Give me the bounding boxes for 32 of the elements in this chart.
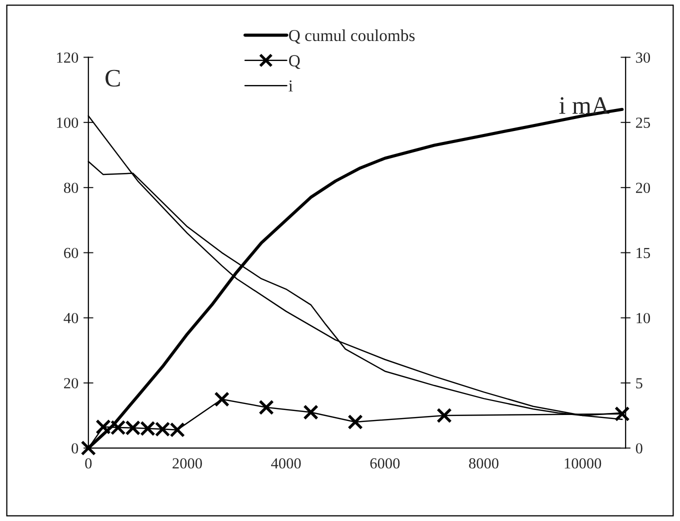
point	[80, 440, 96, 456]
point	[348, 414, 363, 430]
x-tick-label: 4000	[271, 458, 301, 469]
y-tick-label: 0	[72, 443, 78, 454]
x-tick-label: 10000	[564, 458, 602, 469]
y-axis-title: C	[106, 70, 120, 87]
y-tick-label: 40	[64, 312, 78, 324]
y-tick-label: 20	[64, 378, 78, 388]
y2-tick-label: 10	[636, 312, 650, 324]
x-tick-label: 0	[85, 458, 92, 469]
legend-label: i	[288, 80, 293, 92]
y2-tick-label: 30	[636, 52, 650, 63]
y-tick-label: 80	[64, 182, 78, 194]
point	[303, 404, 318, 420]
y2-tick-label: 20	[636, 182, 650, 194]
y2-tick-label: 0	[636, 443, 642, 454]
y-tick-label: 60	[64, 248, 78, 258]
x-tick-label: 8000	[469, 458, 498, 469]
y-tick-label: 120	[57, 52, 78, 63]
point	[214, 392, 230, 407]
point	[258, 400, 274, 415]
legend-label: Q cumul coulombs	[289, 29, 415, 44]
legend-label: Q	[289, 55, 300, 69]
y-tick-label: 100	[57, 118, 78, 128]
x-tick-label: 6000	[370, 458, 400, 469]
y2-tick-label: 15	[636, 248, 650, 258]
point	[436, 408, 452, 424]
y2-tick-label: 5	[636, 378, 642, 388]
y2-tick-label: 25	[636, 118, 650, 128]
point	[614, 406, 630, 422]
y2-axis-title: i mA	[559, 97, 610, 114]
x-tick-label: 2000	[172, 458, 202, 469]
